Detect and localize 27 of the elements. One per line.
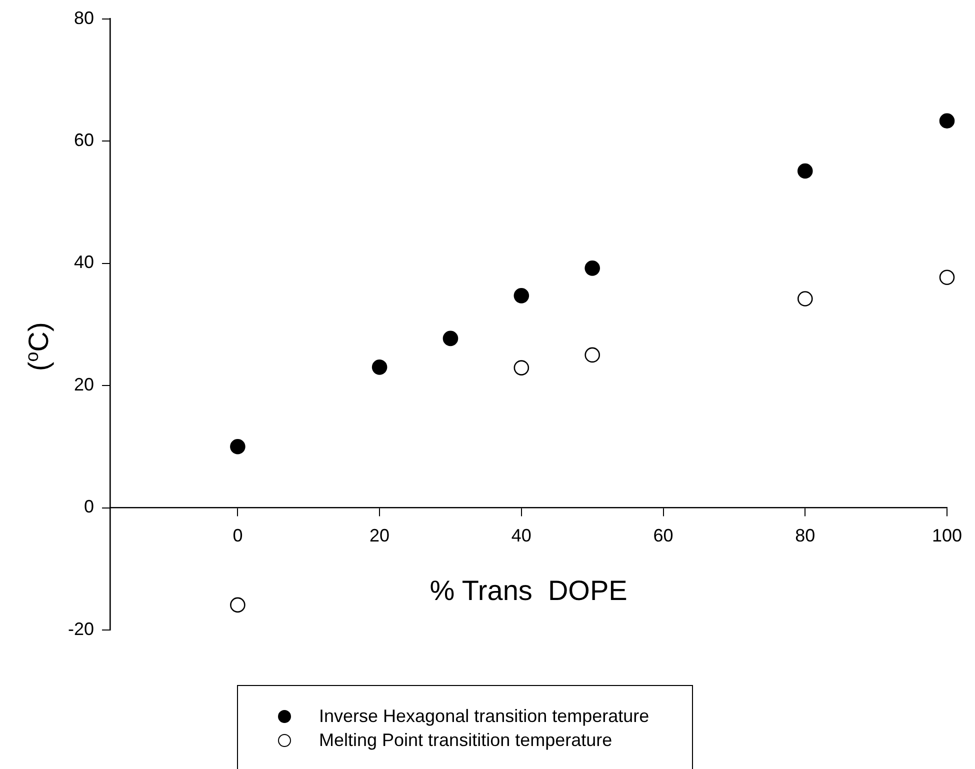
x-tick-label: 100 (932, 526, 962, 546)
point (442, 330, 458, 346)
point (797, 163, 813, 179)
x-tick-label: 80 (795, 526, 816, 546)
x-tick-label: 60 (653, 526, 674, 546)
point (514, 360, 530, 376)
x-tick-label: 20 (370, 526, 390, 546)
point (584, 260, 600, 276)
point (584, 347, 600, 363)
legend-label: Melting Point transitition temperature (319, 730, 612, 750)
point (797, 291, 813, 306)
point (230, 597, 246, 613)
y-tick-label: 60 (74, 130, 94, 150)
y-tick-label: -20 (68, 618, 94, 639)
x-tick-label: 40 (511, 526, 532, 546)
point (514, 288, 530, 304)
y-tick-label: 80 (74, 8, 94, 28)
x-tick-label: 0 (232, 526, 243, 546)
point (939, 113, 955, 129)
point (230, 438, 246, 454)
y-tick-label: 40 (74, 252, 94, 272)
point (372, 360, 388, 375)
y-tick-label: 0 (84, 496, 94, 517)
x-axis-title: % Trans DOPE (430, 574, 628, 606)
y-tick-label: 20 (74, 374, 94, 394)
point (939, 270, 955, 285)
legend-label: Inverse Hexagonal transition temperature (319, 706, 650, 726)
